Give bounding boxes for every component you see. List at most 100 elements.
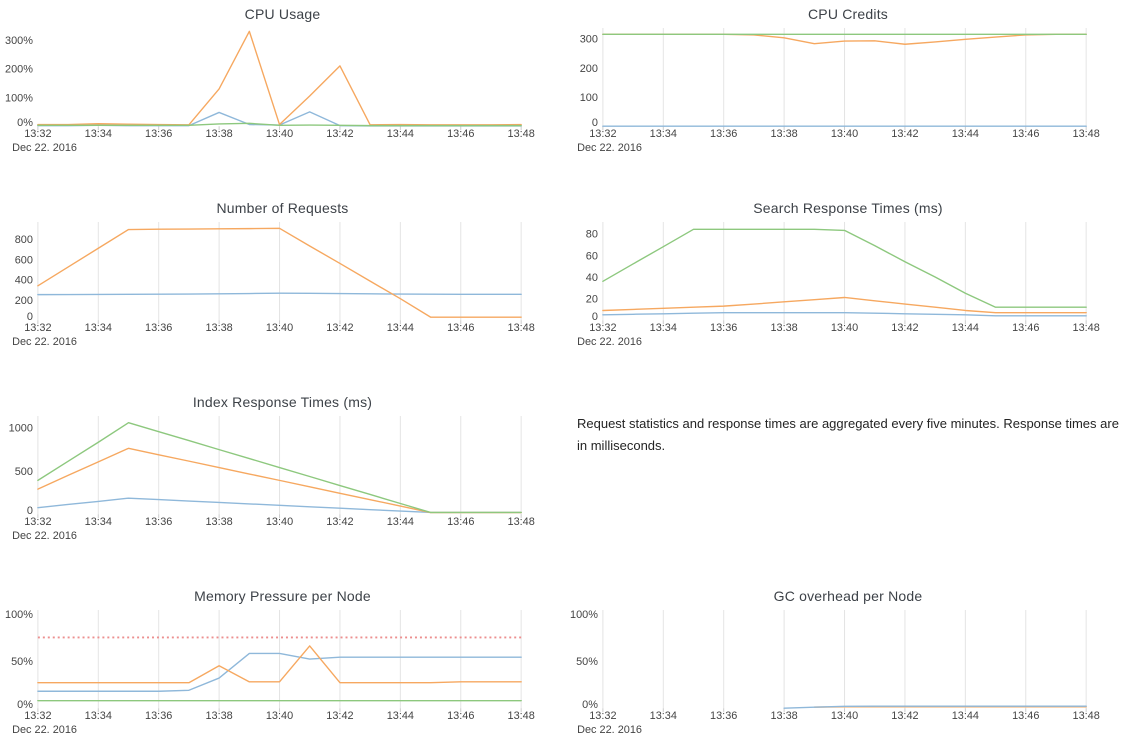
x-tick-label: 13:32 (24, 710, 51, 722)
y-tick-label: 0% (17, 699, 33, 711)
y-tick-label: 300% (5, 35, 33, 47)
chart-card-gc-overhead: GC overhead per Node 13:32 13:34 13:36 13:3… (565, 587, 1131, 737)
series-line-blue-requests (37, 292, 522, 296)
cpu-credits-chart: 13:32 13:34 13:36 13:38 13:40 13:42 13:44 13:46… (577, 27, 1100, 154)
x-axis-date-label: Dec 22. 2016 (577, 724, 642, 736)
x-tick-label: 13:40 (266, 710, 293, 722)
aggregation-note: Request statistics and response times ar… (577, 416, 1119, 453)
y-tick-label: 20 (586, 294, 598, 306)
x-axis-date-label: Dec 22. 2016 (12, 336, 77, 348)
y-tick-label: 0% (582, 699, 598, 711)
x-axis-date-label: Dec 22. 2016 (577, 142, 642, 154)
chart-title-gc-overhead: GC overhead per Node (773, 588, 923, 604)
x-tick-label: 13:34 (650, 128, 677, 140)
x-tick-label: 13:38 (770, 128, 797, 140)
x-tick-label: 13:32 (589, 710, 616, 722)
x-axis-date-label: Dec 22. 2016 (12, 530, 77, 542)
y-tick-label: 300 (580, 34, 598, 46)
x-tick-label: 13:40 (266, 516, 293, 528)
y-tick-label: 80 (586, 229, 598, 241)
series-line-orange-node (37, 30, 522, 126)
x-tick-label: 13:46 (1012, 128, 1039, 140)
x-tick-label: 13:38 (205, 128, 232, 140)
x-tick-label: 13:40 (831, 710, 858, 722)
x-tick-label: 13:40 (831, 128, 858, 140)
chart-card-cpu-usage: CPU Usage 13:32 13:34 13:36 13:38 13:40 13:42… (0, 5, 565, 155)
x-tick-label: 13:38 (770, 710, 797, 722)
x-tick-label: 13:44 (387, 128, 414, 140)
x-tick-label: 13:34 (85, 710, 112, 722)
x-tick-label: 13:46 (447, 516, 474, 528)
x-axis-date-label: Dec 22. 2016 (12, 142, 77, 154)
series-line-blue-node (37, 652, 522, 692)
x-tick-label: 13:36 (145, 128, 172, 140)
x-tick-label: 13:48 (1073, 710, 1100, 722)
chart-card-index-response-times: Index Response Times (ms) 13:32 13:34 13:3… (0, 393, 565, 543)
x-tick-label: 13:32 (589, 128, 616, 140)
x-tick-label: 13:38 (205, 710, 232, 722)
chart-title-cpu-usage: CPU Usage (244, 6, 321, 22)
series-line-green-search (602, 228, 1087, 308)
x-tick-label: 13:48 (1073, 128, 1100, 140)
series-line-orange-node (37, 645, 522, 684)
x-tick-label: 13:44 (952, 710, 979, 722)
x-tick-label: 13:46 (1012, 322, 1039, 334)
x-tick-label: 13:46 (447, 322, 474, 334)
x-tick-label: 13:42 (326, 128, 353, 140)
chart-card-number-of-requests: Number of Requests 13:32 13:34 13:36 13:38 1… (0, 199, 565, 349)
chart-title-number-of-requests: Number of Requests (216, 200, 349, 216)
x-tick-label: 13:42 (891, 710, 918, 722)
y-tick-label: 400 (15, 275, 33, 287)
x-axis-date-label: Dec 22. 2016 (577, 336, 642, 348)
x-tick-label: 13:46 (447, 128, 474, 140)
memory-pressure-chart: 13:32 13:34 13:36 13:38 13:40 13:42 13:44 13:46… (5, 609, 535, 736)
y-tick-label: 100% (570, 609, 598, 621)
y-tick-label: 0% (17, 117, 33, 129)
chart-title-memory-pressure: Memory Pressure per Node (194, 588, 371, 604)
note-card: Request statistics and response times ar… (565, 393, 1131, 543)
x-tick-label: 13:36 (145, 710, 172, 722)
y-tick-label: 200% (5, 64, 33, 76)
x-tick-label: 13:34 (650, 322, 677, 334)
y-tick-label: 100% (5, 92, 33, 104)
y-tick-label: 0 (27, 311, 33, 323)
series-line-green-index (37, 422, 522, 514)
x-tick-label: 13:48 (1073, 322, 1100, 334)
series-line-orange-requests (37, 227, 522, 318)
x-tick-label: 13:38 (205, 516, 232, 528)
y-tick-label: 0 (592, 117, 598, 129)
y-tick-label: 60 (586, 250, 598, 262)
x-tick-label: 13:32 (24, 322, 51, 334)
y-tick-label: 600 (15, 254, 33, 266)
x-tick-label: 13:36 (710, 710, 737, 722)
x-tick-label: 13:42 (891, 322, 918, 334)
y-tick-label: 100% (5, 609, 33, 621)
x-tick-label: 13:32 (24, 516, 51, 528)
x-tick-label: 13:36 (710, 322, 737, 334)
x-tick-label: 13:32 (589, 322, 616, 334)
x-tick-label: 13:44 (952, 128, 979, 140)
index-response-times-chart: 13:32 13:34 13:36 13:38 13:40 13:42 13:44 13:46… (9, 415, 535, 542)
x-tick-label: 13:34 (85, 322, 112, 334)
x-tick-label: 13:36 (710, 128, 737, 140)
x-tick-label: 13:34 (85, 516, 112, 528)
series-line-orange-search (602, 296, 1087, 314)
y-tick-label: 1000 (9, 422, 33, 434)
x-tick-label: 13:44 (387, 516, 414, 528)
cpu-usage-chart: 13:32 13:34 13:36 13:38 13:40 13:42 13:44 13:46… (5, 30, 535, 154)
x-tick-label: 13:40 (266, 128, 293, 140)
chart-card-memory-pressure: Memory Pressure per Node 13:32 13:34 13:36… (0, 587, 565, 737)
x-tick-label: 13:36 (145, 322, 172, 334)
x-tick-label: 13:42 (326, 710, 353, 722)
chart-title-index-response-times: Index Response Times (ms) (192, 394, 373, 410)
x-tick-label: 13:48 (508, 128, 535, 140)
y-tick-label: 50% (576, 656, 598, 668)
y-tick-label: 0 (27, 505, 33, 517)
x-tick-label: 13:38 (205, 322, 232, 334)
y-tick-label: 100 (580, 92, 598, 104)
x-tick-label: 13:36 (145, 516, 172, 528)
x-tick-label: 13:44 (387, 322, 414, 334)
y-tick-label: 50% (11, 656, 33, 668)
search-response-times-chart: 13:32 13:34 13:36 13:38 13:40 13:42 13:44 13:46… (577, 221, 1100, 348)
